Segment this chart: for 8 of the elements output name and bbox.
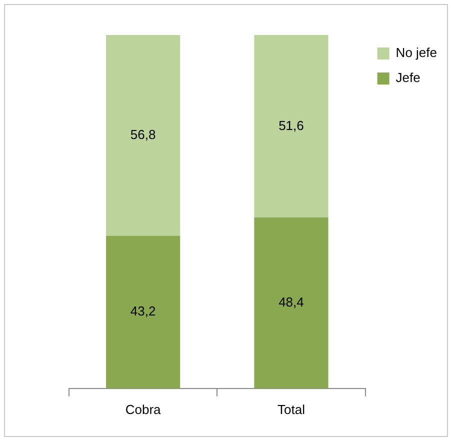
data-label: 43,2 <box>130 304 156 319</box>
data-label: 51,6 <box>278 118 304 133</box>
x-tick-label: Total <box>278 402 306 417</box>
x-tick-label: Cobra <box>125 402 162 417</box>
data-label: 48,4 <box>278 294 304 310</box>
legend-label: No jefe <box>396 45 438 60</box>
legend-label: Jefe <box>396 70 420 86</box>
data-label: 56,8 <box>130 126 156 142</box>
